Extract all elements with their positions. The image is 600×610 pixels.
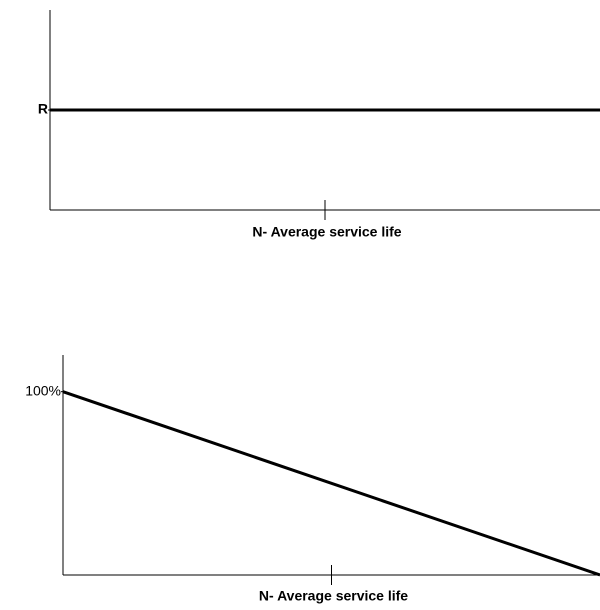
y-tick-label: 100%	[25, 382, 61, 398]
x-axis-label: N- Average service life	[259, 588, 408, 604]
x-axis-label: N- Average service life	[252, 224, 401, 240]
y-tick-label: R	[38, 101, 48, 117]
data-line	[62, 390, 600, 577]
